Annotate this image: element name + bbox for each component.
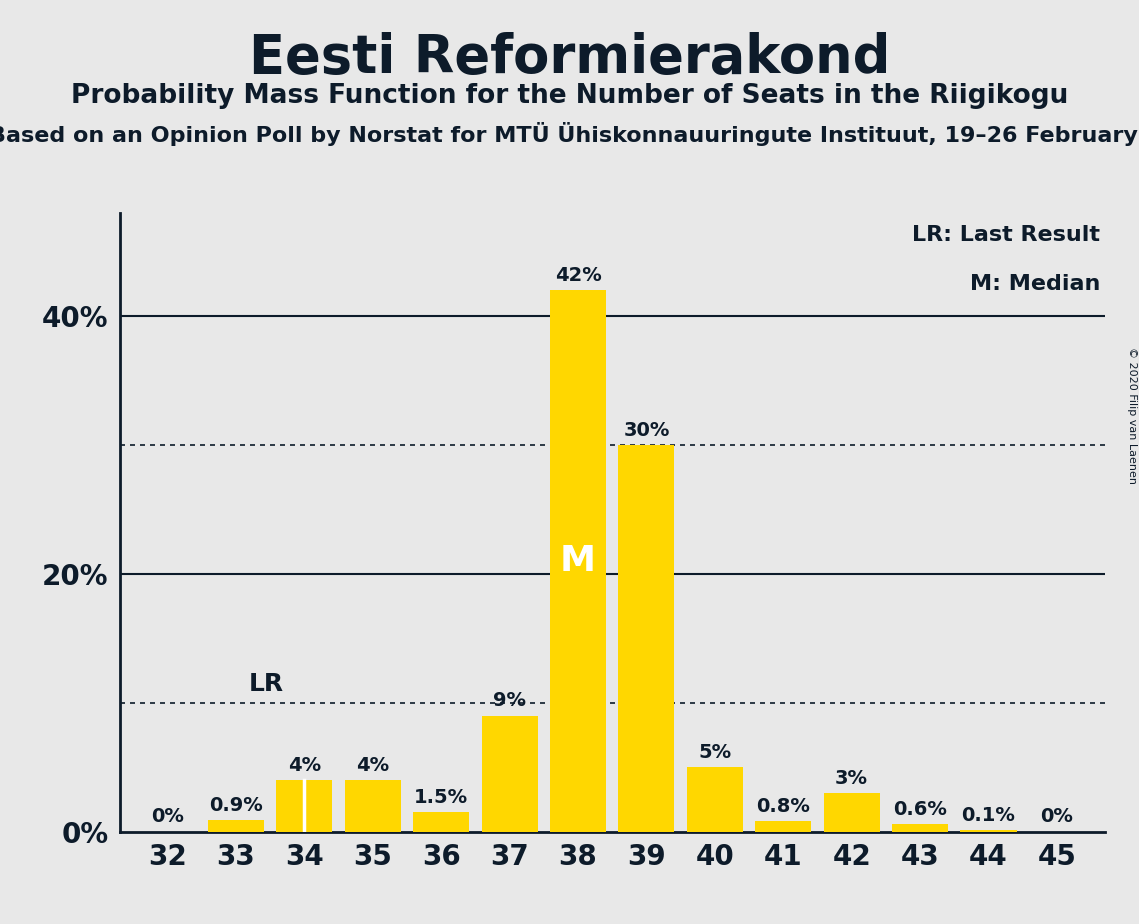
Bar — [413, 812, 469, 832]
Bar — [960, 831, 1017, 832]
Text: M: M — [560, 543, 596, 578]
Bar — [618, 444, 674, 832]
Bar — [892, 824, 948, 832]
Text: 0.6%: 0.6% — [893, 799, 947, 819]
Text: 0.1%: 0.1% — [961, 806, 1016, 825]
Text: Probability Mass Function for the Number of Seats in the Riigikogu: Probability Mass Function for the Number… — [71, 83, 1068, 109]
Text: 0.9%: 0.9% — [210, 796, 263, 815]
Bar — [482, 715, 538, 832]
Text: Based on an Opinion Poll by Norstat for MTÜ Ühiskonnauuringute Instituut, 19–26 : Based on an Opinion Poll by Norstat for … — [0, 122, 1139, 146]
Text: M: Median: M: Median — [969, 274, 1100, 295]
Text: 30%: 30% — [623, 420, 670, 440]
Text: 9%: 9% — [493, 691, 526, 711]
Text: 4%: 4% — [357, 756, 390, 775]
Bar — [755, 821, 811, 832]
Text: 0.8%: 0.8% — [756, 797, 810, 816]
Bar — [207, 820, 264, 832]
Text: 42%: 42% — [555, 266, 601, 285]
Text: Eesti Reformierakond: Eesti Reformierakond — [248, 32, 891, 84]
Text: 5%: 5% — [698, 743, 731, 762]
Text: 0%: 0% — [1041, 808, 1073, 826]
Bar — [550, 290, 606, 832]
Text: LR: LR — [248, 672, 284, 696]
Bar — [345, 780, 401, 832]
Bar — [277, 780, 333, 832]
Text: 1.5%: 1.5% — [415, 788, 468, 807]
Text: 4%: 4% — [288, 756, 321, 775]
Text: 3%: 3% — [835, 769, 868, 788]
Bar — [823, 793, 879, 832]
Text: © 2020 Filip van Laenen: © 2020 Filip van Laenen — [1126, 347, 1137, 484]
Text: 0%: 0% — [151, 808, 183, 826]
Text: LR: Last Result: LR: Last Result — [912, 225, 1100, 245]
Bar — [687, 767, 743, 832]
